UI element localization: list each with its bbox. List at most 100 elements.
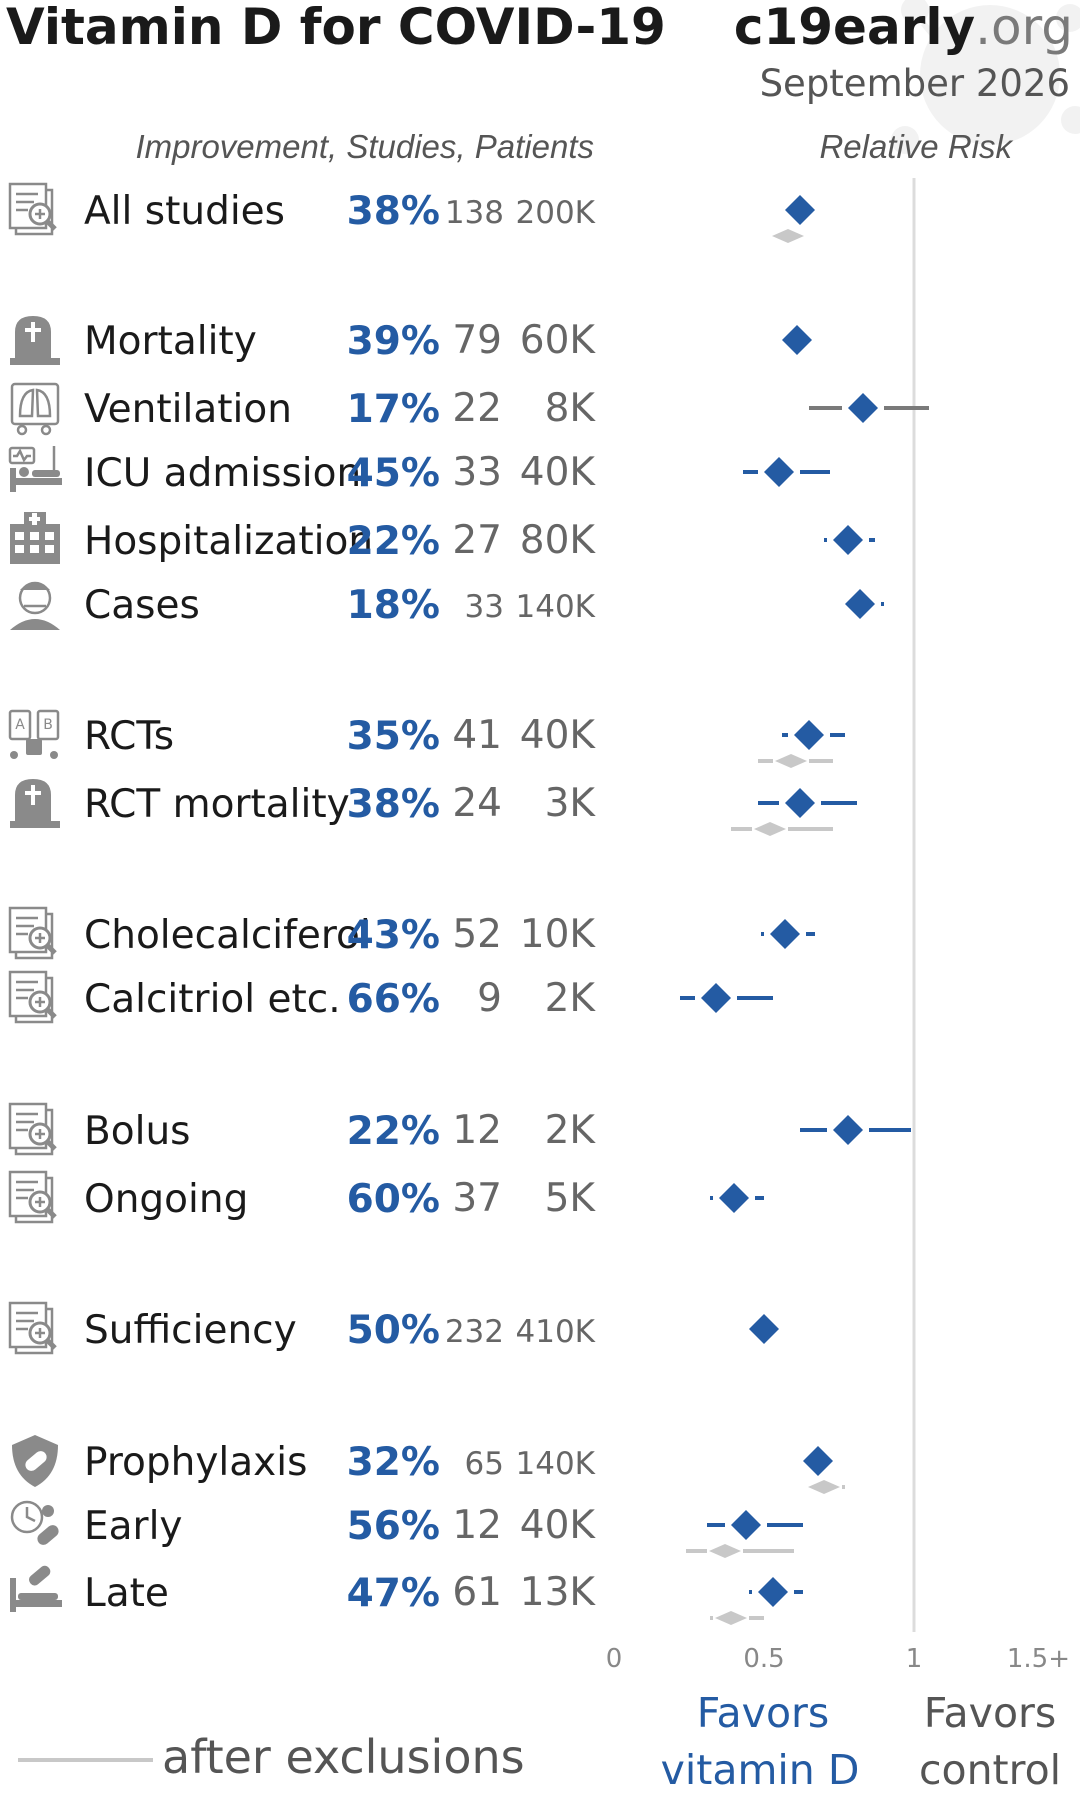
favors-treatment-line2: vitamin D (661, 1746, 860, 1794)
brand-tld: .org (975, 0, 1073, 56)
relative-risk-header: Relative Risk (819, 128, 1013, 165)
forest-row: Prophylaxis 32% 65 140K (12, 1435, 845, 1494)
patients-count: 140K (516, 589, 596, 625)
studies-count: 27 (452, 518, 502, 563)
point-estimate-marker (758, 1577, 788, 1607)
studies-count: 52 (452, 912, 502, 957)
study-icon (8, 970, 57, 1024)
studies-count: 33 (452, 450, 502, 495)
patients-count: 40K (520, 1503, 597, 1548)
study-icon (8, 1102, 57, 1156)
svg-text:B: B (43, 717, 53, 733)
patients-count: 60K (520, 318, 597, 363)
forest-row: Calcitriol etc. 66% 9 2K (8, 970, 773, 1024)
improvement-value: 43% (347, 913, 440, 958)
x-tick-label: 1.5+ (1007, 1644, 1070, 1674)
brand-name: c19early (734, 0, 975, 56)
patients-count: 3K (545, 781, 597, 826)
improvement-value: 45% (347, 451, 440, 496)
patients-count: 140K (516, 1446, 596, 1482)
row-label: All studies (84, 189, 285, 234)
studies-count: 22 (452, 386, 502, 431)
x-tick-label: 1 (906, 1644, 923, 1674)
point-estimate-marker (701, 983, 731, 1013)
improvement-value: 60% (347, 1177, 440, 1222)
x-axis: 0 0.5 1 1.5+ (606, 1644, 1070, 1674)
point-estimate-marker (719, 1183, 749, 1213)
forest-row: Cases 18% 33 140K (10, 581, 884, 630)
point-estimate-marker (764, 457, 794, 487)
point-estimate-marker (731, 1510, 761, 1540)
page-title: Vitamin D for COVID-19 (6, 0, 666, 56)
date-label: September 2026 (760, 62, 1070, 105)
exclusion-estimate-marker (709, 1544, 741, 1558)
x-tick-label: 0 (606, 1644, 623, 1674)
forest-row: Mortality 39% 79 60K (10, 316, 812, 365)
studies-count: 61 (452, 1570, 502, 1615)
lungs-icon (10, 382, 60, 436)
studies-count: 79 (452, 318, 502, 363)
studies-count: 138 (445, 195, 504, 231)
row-label: RCTs (84, 714, 174, 759)
row-label: Cholecalciferol (84, 913, 371, 958)
svg-text:A: A (15, 717, 25, 733)
improvement-value: 38% (347, 782, 440, 827)
improvement-value: 32% (347, 1440, 440, 1485)
legend-label: after exclusions (162, 1730, 525, 1784)
study-icon (8, 906, 57, 960)
patients-count: 8K (545, 386, 597, 431)
row-label: Ventilation (84, 387, 292, 432)
improvement-value: 66% (347, 977, 440, 1022)
studies-count: 12 (452, 1108, 502, 1153)
improvement-value: 22% (347, 1109, 440, 1154)
row-label: ICU admission (84, 451, 361, 496)
row-label: RCT mortality (84, 782, 350, 827)
study-icon (8, 1301, 57, 1355)
exclusion-estimate-marker (772, 229, 804, 243)
studies-count: 232 (445, 1314, 504, 1350)
point-estimate-marker (845, 589, 875, 619)
patients-count: 40K (520, 450, 597, 495)
row-label: Bolus (84, 1109, 191, 1154)
bed-pill-icon (10, 1565, 62, 1612)
point-estimate-marker (833, 525, 863, 555)
favors-treatment-line1: Favors (697, 1689, 830, 1737)
columns-header: Improvement, Studies, Patients (135, 128, 594, 165)
hospital-icon (10, 512, 60, 564)
x-tick-label: 0.5 (743, 1644, 784, 1674)
studies-count: 65 (465, 1446, 504, 1482)
improvement-value: 38% (347, 189, 440, 234)
point-estimate-marker (782, 325, 812, 355)
point-estimate-marker (803, 1446, 833, 1476)
row-label: Ongoing (84, 1177, 248, 1222)
forest-row: All studies 38% 138 200K (8, 182, 815, 243)
improvement-value: 35% (347, 714, 440, 759)
improvement-value: 39% (347, 319, 440, 364)
row-label: Calcitriol etc. (84, 977, 341, 1022)
shield-pill-icon (12, 1435, 58, 1487)
improvement-value: 18% (347, 583, 440, 628)
studies-count: 33 (465, 589, 504, 625)
row-label: Cases (84, 583, 200, 628)
virus-watermark-icon (891, 0, 1080, 154)
forest-row: Bolus 22% 12 2K (8, 1102, 911, 1156)
patients-count: 80K (520, 518, 597, 563)
exclusion-estimate-marker (775, 754, 807, 768)
sick-person-icon (10, 581, 60, 630)
forest-row: A B RCTs 35% 41 40K (8, 709, 845, 768)
point-estimate-marker (785, 195, 815, 225)
row-label: Hospitalization (84, 519, 373, 564)
improvement-value: 47% (347, 1571, 440, 1616)
study-icon (8, 182, 57, 236)
improvement-value: 50% (347, 1308, 440, 1353)
patients-count: 410K (516, 1314, 596, 1350)
improvement-value: 56% (347, 1504, 440, 1549)
exclusion-estimate-marker (754, 822, 786, 836)
studies-count: 12 (452, 1503, 502, 1548)
point-estimate-marker (770, 919, 800, 949)
